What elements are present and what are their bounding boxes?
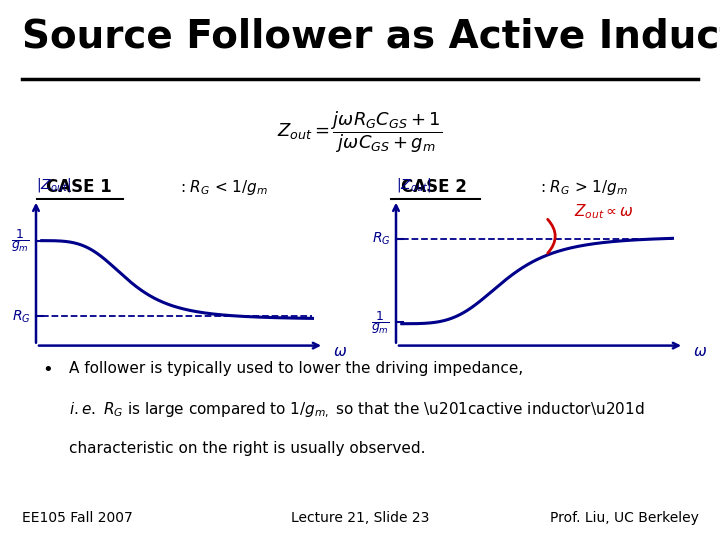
Text: $\omega$: $\omega$	[693, 344, 707, 359]
Text: characteristic on the right is usually observed.: characteristic on the right is usually o…	[69, 441, 426, 456]
Text: $R_G$: $R_G$	[372, 231, 390, 247]
Text: $Z_{out} \propto \omega$: $Z_{out} \propto \omega$	[574, 202, 633, 221]
Text: EE105 Fall 2007: EE105 Fall 2007	[22, 511, 132, 525]
Text: CASE 2: CASE 2	[401, 178, 467, 197]
Text: $\omega$: $\omega$	[333, 344, 347, 359]
Text: $Z_{out} = \dfrac{j\omega R_G C_{GS} + 1}{j\omega C_{GS} + g_m}$: $Z_{out} = \dfrac{j\omega R_G C_{GS} + 1…	[277, 110, 443, 155]
Text: A follower is typically used to lower the driving impedance,: A follower is typically used to lower th…	[69, 361, 523, 375]
Text: $\dfrac{1}{g_m}$: $\dfrac{1}{g_m}$	[12, 227, 30, 254]
Text: Source Follower as Active Inductor: Source Follower as Active Inductor	[22, 17, 720, 55]
Text: : $R_G$ > 1/$g_m$: : $R_G$ > 1/$g_m$	[540, 178, 628, 197]
Text: Prof. Liu, UC Berkeley: Prof. Liu, UC Berkeley	[549, 511, 698, 525]
Text: $R_G$: $R_G$	[12, 308, 30, 325]
Text: : $R_G$ < 1/$g_m$: : $R_G$ < 1/$g_m$	[180, 178, 268, 197]
Text: $|Z_{out}|$: $|Z_{out}|$	[396, 176, 431, 194]
Text: $|Z_{out}|$: $|Z_{out}|$	[36, 176, 71, 194]
Text: CASE 1: CASE 1	[46, 178, 112, 197]
Text: Lecture 21, Slide 23: Lecture 21, Slide 23	[291, 511, 429, 525]
Text: $i.e.$ $R_G$ is large compared to $1/g_{m,}$ so that the \u201cactive inductor\u: $i.e.$ $R_G$ is large compared to $1/g_{…	[69, 401, 644, 420]
Text: •: •	[42, 361, 53, 379]
Text: $\dfrac{1}{g_m}$: $\dfrac{1}{g_m}$	[372, 309, 390, 336]
